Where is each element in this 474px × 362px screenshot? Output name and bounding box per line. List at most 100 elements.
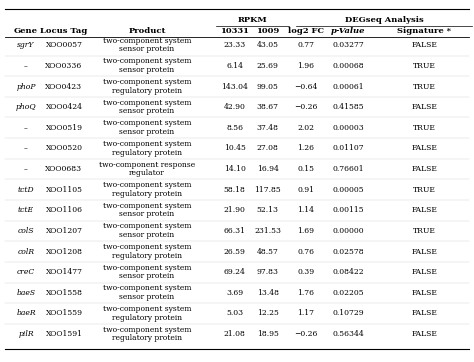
Text: sgrY: sgrY — [18, 41, 35, 49]
Text: 0.02578: 0.02578 — [333, 248, 364, 256]
Text: regulatory protein: regulatory protein — [112, 252, 182, 260]
Text: colS: colS — [18, 227, 35, 235]
Text: 58.18: 58.18 — [224, 186, 246, 194]
Text: FALSE: FALSE — [411, 289, 437, 297]
Text: 21.90: 21.90 — [224, 206, 246, 214]
Text: Locus Tag: Locus Tag — [40, 27, 88, 35]
Text: 43.05: 43.05 — [257, 41, 279, 49]
Text: 8.56: 8.56 — [226, 124, 243, 132]
Text: DEGseq Analysis: DEGseq Analysis — [345, 16, 423, 24]
Text: two-component system: two-component system — [103, 202, 191, 210]
Text: 0.02205: 0.02205 — [333, 289, 364, 297]
Text: 143.04: 143.04 — [221, 83, 248, 90]
Text: FALSE: FALSE — [411, 330, 437, 338]
Text: 3.69: 3.69 — [226, 289, 243, 297]
Text: phoQ: phoQ — [16, 103, 36, 111]
Text: TRUE: TRUE — [413, 186, 436, 194]
Text: 99.05: 99.05 — [257, 83, 279, 90]
Text: 0.00003: 0.00003 — [333, 124, 364, 132]
Text: XOO1105: XOO1105 — [46, 186, 82, 194]
Text: baeR: baeR — [16, 310, 36, 317]
Text: FALSE: FALSE — [411, 165, 437, 173]
Text: 0.00068: 0.00068 — [333, 62, 364, 70]
Text: sensor protein: sensor protein — [119, 210, 174, 218]
Text: 12.25: 12.25 — [257, 310, 279, 317]
Text: sensor protein: sensor protein — [119, 128, 174, 136]
Text: 0.15: 0.15 — [297, 165, 314, 173]
Text: 1.69: 1.69 — [297, 227, 314, 235]
Text: XOO1558: XOO1558 — [46, 289, 82, 297]
Text: XOO0057: XOO0057 — [46, 41, 82, 49]
Text: tctD: tctD — [18, 186, 35, 194]
Text: log2 FC: log2 FC — [288, 27, 324, 35]
Text: pilR: pilR — [18, 330, 34, 338]
Text: two-component system: two-component system — [103, 57, 191, 66]
Text: 0.76601: 0.76601 — [333, 165, 364, 173]
Text: 14.10: 14.10 — [224, 165, 246, 173]
Text: 1.14: 1.14 — [297, 206, 314, 214]
Text: 18.95: 18.95 — [257, 330, 279, 338]
Text: regulatory protein: regulatory protein — [112, 313, 182, 321]
Text: 1.96: 1.96 — [297, 62, 314, 70]
Text: XOO0683: XOO0683 — [46, 165, 82, 173]
Text: two-component system: two-component system — [103, 222, 191, 231]
Text: 2.02: 2.02 — [297, 124, 314, 132]
Text: –: – — [24, 124, 28, 132]
Text: colR: colR — [18, 248, 35, 256]
Text: Signature *: Signature * — [397, 27, 451, 35]
Text: regulatory protein: regulatory protein — [112, 190, 182, 198]
Text: 0.08422: 0.08422 — [333, 268, 364, 276]
Text: 231.53: 231.53 — [255, 227, 281, 235]
Text: FALSE: FALSE — [411, 144, 437, 152]
Text: two-component system: two-component system — [103, 305, 191, 313]
Text: regulatory protein: regulatory protein — [112, 334, 182, 342]
Text: 0.41585: 0.41585 — [333, 103, 364, 111]
Text: sensor protein: sensor protein — [119, 45, 174, 53]
Text: sensor protein: sensor protein — [119, 293, 174, 301]
Text: TRUE: TRUE — [413, 83, 436, 90]
Text: XOO0424: XOO0424 — [46, 103, 82, 111]
Text: 117.85: 117.85 — [255, 186, 281, 194]
Text: two-component system: two-component system — [103, 181, 191, 189]
Text: TRUE: TRUE — [413, 62, 436, 70]
Text: p-Value: p-Value — [331, 27, 365, 35]
Text: –: – — [24, 62, 28, 70]
Text: 5.03: 5.03 — [226, 310, 243, 317]
Text: two-component system: two-component system — [103, 325, 191, 334]
Text: 1.26: 1.26 — [297, 144, 314, 152]
Text: XOO0336: XOO0336 — [46, 62, 82, 70]
Text: 66.31: 66.31 — [224, 227, 246, 235]
Text: FALSE: FALSE — [411, 310, 437, 317]
Text: XOO0519: XOO0519 — [46, 124, 82, 132]
Text: 1.76: 1.76 — [297, 289, 314, 297]
Text: 23.33: 23.33 — [224, 41, 246, 49]
Text: FALSE: FALSE — [411, 41, 437, 49]
Text: 1009: 1009 — [256, 27, 280, 35]
Text: 6.14: 6.14 — [226, 62, 243, 70]
Text: XOO0520: XOO0520 — [46, 144, 82, 152]
Text: 0.10729: 0.10729 — [333, 310, 364, 317]
Text: 0.00061: 0.00061 — [333, 83, 364, 90]
Text: 0.00115: 0.00115 — [333, 206, 364, 214]
Text: regulatory protein: regulatory protein — [112, 148, 182, 156]
Text: baeS: baeS — [17, 289, 36, 297]
Text: two-component response: two-component response — [99, 160, 195, 169]
Text: 69.24: 69.24 — [224, 268, 246, 276]
Text: 0.01107: 0.01107 — [333, 144, 364, 152]
Text: 1.17: 1.17 — [297, 310, 314, 317]
Text: 42.90: 42.90 — [224, 103, 246, 111]
Text: 38.67: 38.67 — [257, 103, 279, 111]
Text: regulatory protein: regulatory protein — [112, 87, 182, 94]
Text: FALSE: FALSE — [411, 206, 437, 214]
Text: FALSE: FALSE — [411, 103, 437, 111]
Text: tctE: tctE — [18, 206, 34, 214]
Text: Product: Product — [128, 27, 166, 35]
Text: Gene: Gene — [14, 27, 38, 35]
Text: sensor protein: sensor protein — [119, 107, 174, 115]
Text: XOO1591: XOO1591 — [46, 330, 82, 338]
Text: −0.64: −0.64 — [294, 83, 318, 90]
Text: 26.59: 26.59 — [224, 248, 246, 256]
Text: 10331: 10331 — [220, 27, 249, 35]
Text: XOO1106: XOO1106 — [46, 206, 82, 214]
Text: 16.94: 16.94 — [257, 165, 279, 173]
